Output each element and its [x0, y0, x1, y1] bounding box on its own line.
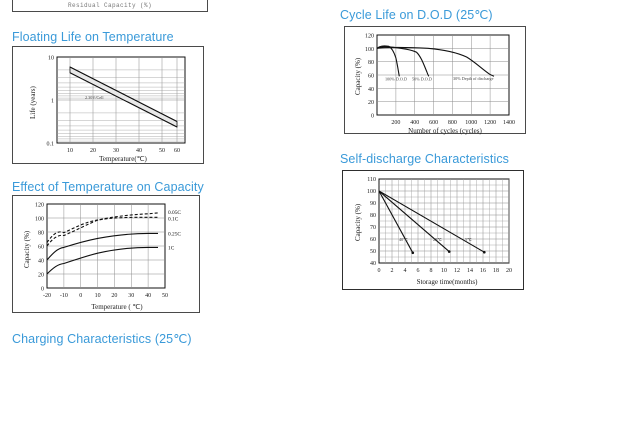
xtick-neg20: -20 — [43, 293, 51, 299]
ytick-110: 110 — [367, 177, 376, 183]
xtick-0: 0 — [378, 268, 381, 274]
ytick-20: 20 — [368, 100, 374, 106]
xtick-600: 600 — [429, 120, 438, 126]
legend-0.05C: 0.05C — [168, 210, 181, 216]
xtick-2: 2 — [391, 268, 394, 274]
xtick-40: 40 — [136, 148, 142, 154]
series-label-30-dod: 30% Depth of discharge — [453, 76, 494, 81]
ytick-70: 70 — [370, 225, 376, 231]
xtick-30: 30 — [128, 293, 134, 299]
ytick-120: 120 — [35, 203, 44, 209]
xtick-1000: 1000 — [465, 120, 477, 126]
chart-self-discharge: 110 100 90 80 70 60 50 40 0 2 4 6 8 10 1… — [354, 177, 512, 286]
xtick-12: 12 — [454, 268, 460, 274]
ytick-100: 100 — [367, 189, 376, 195]
series-label-40C: 40℃ — [399, 237, 408, 242]
series-label-25C: 25℃ — [433, 237, 442, 242]
xtick-30: 30 — [113, 148, 119, 154]
xtick-neg10: -10 — [60, 293, 68, 299]
xtick-1200: 1200 — [484, 120, 496, 126]
ytick-60: 60 — [38, 245, 44, 251]
xtick-40: 40 — [145, 293, 151, 299]
xtick-50: 50 — [159, 148, 165, 154]
chart-panel-floating-life: 10 1 0.1 10 20 30 40 50 60 Life (years) … — [12, 46, 204, 164]
y-axis-label-cycle-life: Capacity (%) — [354, 57, 362, 95]
ytick-60: 60 — [368, 74, 374, 80]
chart-effect-temperature: 120 100 80 60 40 20 0 -20 -10 0 10 20 30… — [23, 203, 181, 312]
ytick-10: 10 — [48, 56, 54, 62]
x-axis-label-effect-temperature: Temperature ( ℃) — [91, 303, 143, 311]
ytick-40: 40 — [38, 259, 44, 265]
heading-self-discharge: Self-discharge Characteristics — [340, 152, 510, 166]
heading-cycle-life: Cycle Life on D.O.D (25℃) — [340, 8, 493, 22]
x-axis-label-floating-life: Temperature(℃) — [99, 155, 147, 163]
xtick-400: 400 — [410, 120, 419, 126]
xtick-20: 20 — [90, 148, 96, 154]
ytick-60: 60 — [370, 237, 376, 243]
xtick-20: 20 — [111, 293, 117, 299]
xtick-4: 4 — [404, 268, 407, 274]
legend-0.1C: 0.1C — [168, 217, 179, 223]
series-label-50-dod: 50% D.O.D — [412, 77, 432, 82]
ytick-100: 100 — [35, 217, 44, 223]
ytick-20: 20 — [38, 273, 44, 279]
series-label-5C: 5℃ — [465, 237, 472, 242]
xtick-0: 0 — [79, 293, 82, 299]
ytick-80: 80 — [368, 60, 374, 66]
ytick-80: 80 — [38, 231, 44, 237]
xtick-800: 800 — [448, 120, 457, 126]
xtick-20: 20 — [506, 268, 512, 274]
heading-effect-temperature: Effect of Temperature on Capacity — [12, 180, 204, 194]
x-axis-label-cycle-life: Number of cycles (cycles) — [408, 127, 482, 135]
annotation-voltage-per-cell: 2.30V/Cell — [85, 95, 104, 100]
xtick-10: 10 — [441, 268, 447, 274]
legend-0.25C: 0.25C — [168, 232, 181, 238]
ytick-0.1: 0.1 — [47, 142, 55, 148]
chart-cycle-life: 120 100 80 60 40 20 0 200 400 600 800 10… — [354, 34, 515, 136]
ytick-120: 120 — [365, 34, 374, 40]
chart-panel-self-discharge: 110 100 90 80 70 60 50 40 0 2 4 6 8 10 1… — [342, 170, 524, 290]
residual-capacity-label: Residual Capacity (%) — [67, 1, 152, 9]
chart-floating-life: 10 1 0.1 10 20 30 40 50 60 Life (years) … — [29, 56, 186, 163]
ytick-0: 0 — [41, 287, 44, 293]
legend-1C: 1C — [168, 246, 175, 252]
ytick-100: 100 — [365, 47, 374, 53]
xtick-16: 16 — [480, 268, 486, 274]
ytick-0: 0 — [371, 114, 374, 120]
ytick-80: 80 — [370, 213, 376, 219]
chart-panel-cycle-life: 120 100 80 60 40 20 0 200 400 600 800 10… — [344, 26, 526, 136]
xtick-18: 18 — [493, 268, 499, 274]
xtick-1400: 1400 — [503, 120, 515, 126]
xtick-10: 10 — [67, 148, 73, 154]
xtick-60: 60 — [174, 148, 180, 154]
ytick-40: 40 — [368, 87, 374, 93]
xtick-8: 8 — [430, 268, 433, 274]
ytick-40: 40 — [370, 261, 376, 267]
y-axis-label-floating-life: Life (years) — [29, 85, 37, 119]
x-axis-label-self-discharge: Storage time(months) — [417, 278, 479, 286]
ytick-50: 50 — [370, 249, 376, 255]
y-axis-label-effect-temperature: Capacity (%) — [23, 230, 31, 268]
xtick-200: 200 — [391, 120, 400, 126]
xtick-50: 50 — [162, 293, 168, 299]
y-axis-label-self-discharge: Capacity (%) — [354, 203, 362, 241]
residual-capacity-strip: Residual Capacity (%) — [12, 0, 208, 12]
xtick-6: 6 — [417, 268, 420, 274]
ytick-1: 1 — [51, 99, 54, 105]
series-label-100-dod: 100% D.O.D — [385, 77, 407, 82]
heading-charging-characteristics: Charging Characteristics (25℃) — [12, 332, 192, 346]
heading-floating-life: Floating Life on Temperature — [12, 30, 174, 44]
ytick-90: 90 — [370, 201, 376, 207]
chart-panel-effect-temperature: 120 100 80 60 40 20 0 -20 -10 0 10 20 30… — [12, 195, 200, 313]
xtick-10: 10 — [95, 293, 101, 299]
xtick-14: 14 — [467, 268, 473, 274]
